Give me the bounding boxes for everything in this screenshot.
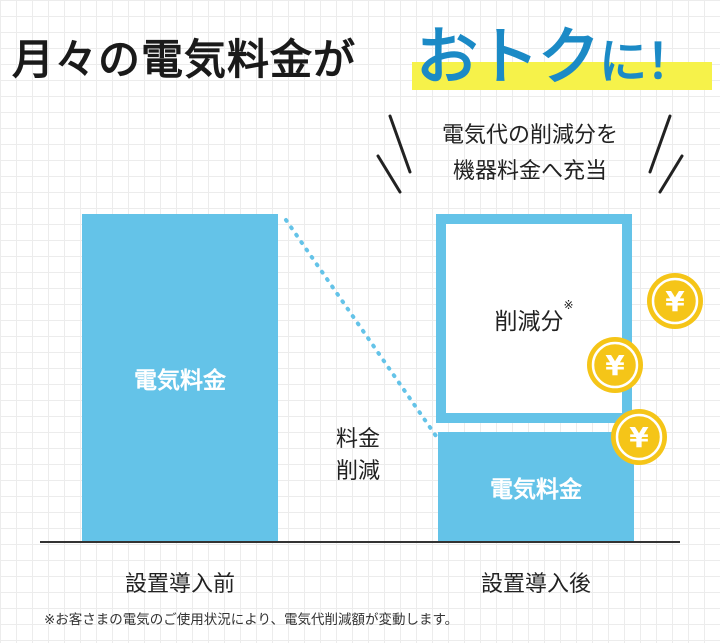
bar-before-label: 電気料金 [134,368,226,394]
reduction-line-2: 削減 [335,459,380,484]
headline-text: 月々の電気料金が [12,35,357,84]
category-after-label: 設置導入後 [480,572,591,597]
callout-note: 電気代の削減分を 機器料金へ充当 [370,112,690,202]
yen-coin-icon: ¥ [610,408,668,466]
saved-amount-text: 削減分 [494,308,564,335]
yen-coin-symbol: ¥ [665,284,685,318]
baseline-axis [40,541,680,543]
headline-highlight [412,62,712,90]
callout-line-1: 電気代の削減分を [441,123,618,148]
headline-emphasis-main: おトク [416,20,600,93]
headline: 月々の電気料金が おトクに！ [0,0,720,105]
callout-text: 電気代の削減分を 機器料金へ充当 [410,118,650,190]
yen-coin-icon: ¥ [586,336,644,394]
bar-before: 電気料金 [82,214,278,542]
yen-coin-symbol: ¥ [629,420,649,454]
bar-after: 電気料金 [438,432,634,542]
reduction-label: 料金 削減 [318,424,398,488]
yen-coin-icon: ¥ [646,272,704,330]
reduction-line-1: 料金 [335,427,380,452]
footnote: ※お客さまの電気のご使用状況により、電気代削減額が変動します。 [44,612,459,628]
callout-line-2: 機器料金へ充当 [452,159,607,184]
headline-emphasis-tail: に！ [599,34,694,90]
category-before-label: 設置導入前 [124,572,235,597]
saved-amount-mark: ※ [563,297,574,312]
bar-after-label: 電気料金 [490,477,582,503]
emphasis-lines-icon [376,114,684,194]
yen-coin-symbol: ¥ [605,348,625,382]
headline-emphasis: おトクに！ [416,6,694,96]
saved-amount-label: 削減分※ [494,298,573,336]
